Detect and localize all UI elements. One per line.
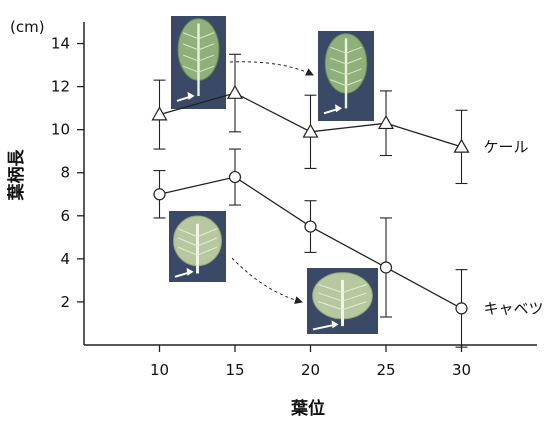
point-cabbage-10 <box>153 188 166 201</box>
cabbage-leaf-15-connector-arrow <box>231 257 303 305</box>
x-axis-label: 葉位 <box>290 398 325 419</box>
point-kale-20 <box>302 123 319 138</box>
series-label-kale: ケール <box>484 138 529 156</box>
point-cabbage-30 <box>455 302 468 315</box>
y-tick-label-8: 8 <box>60 164 70 182</box>
point-kale-10 <box>151 106 168 121</box>
x-tick-label-30: 30 <box>452 361 471 379</box>
y-tick-label-2: 2 <box>60 293 70 311</box>
series-cabbage: キャベツ <box>153 148 544 348</box>
x-tick-label-20: 20 <box>301 361 320 379</box>
x-tick-label-15: 15 <box>225 361 244 379</box>
y-tick-label-6: 6 <box>60 207 70 225</box>
point-kale-30 <box>453 138 470 153</box>
y-tick-label-12: 12 <box>51 78 70 96</box>
cabbage-leaf-25-photo <box>307 268 378 334</box>
y-axis-label: 葉柄長 <box>6 149 27 202</box>
series-label-cabbage: キャベツ <box>484 299 544 317</box>
kale-leaf-15-photo <box>171 16 226 109</box>
unit-label: (cm) <box>10 18 45 36</box>
point-kale-25 <box>377 114 395 130</box>
point-cabbage-15 <box>228 170 242 184</box>
kale-leaf-15-connector-arrow <box>229 61 314 76</box>
y-tick-label-14: 14 <box>51 35 70 53</box>
point-kale-15 <box>226 84 244 99</box>
point-cabbage-20 <box>304 220 317 233</box>
series-kale: ケール <box>151 53 529 185</box>
cabbage-leaf-15-photo <box>169 211 226 282</box>
x-tick-label-10: 10 <box>150 361 169 379</box>
y-tick-label-4: 4 <box>60 250 70 268</box>
kale-leaf-20-photo <box>318 31 374 121</box>
y-tick-label-10: 10 <box>51 121 70 139</box>
point-cabbage-25 <box>379 261 393 274</box>
x-tick-label-25: 25 <box>376 361 395 379</box>
